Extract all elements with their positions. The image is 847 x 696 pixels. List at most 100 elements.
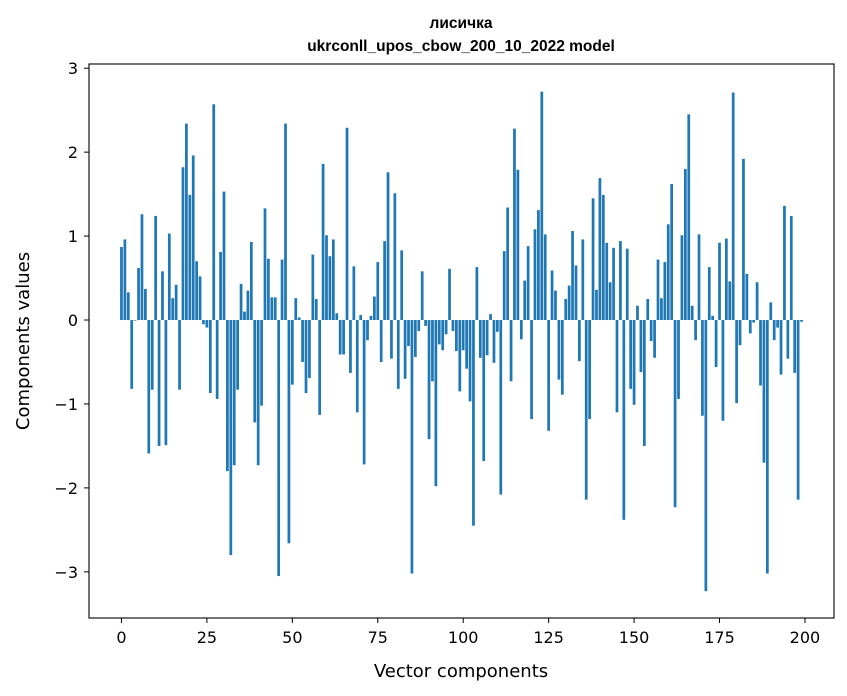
- bar: [369, 315, 373, 321]
- bar: [745, 273, 749, 321]
- bar: [506, 207, 509, 321]
- bar: [144, 288, 147, 321]
- bar: [126, 292, 130, 321]
- bar: [270, 297, 274, 321]
- bar: [342, 320, 345, 355]
- bar: [526, 246, 530, 321]
- bar: [390, 320, 393, 359]
- bar: [513, 128, 516, 321]
- bar: [530, 320, 533, 420]
- bar: [355, 320, 359, 413]
- y-tick-label: 1: [68, 227, 78, 246]
- bar: [796, 320, 800, 500]
- bar: [492, 320, 496, 363]
- bar: [120, 246, 123, 321]
- bar: [372, 296, 376, 321]
- bar: [133, 320, 137, 321]
- bar: [701, 320, 704, 416]
- bar: [653, 320, 656, 358]
- bar: [465, 320, 468, 369]
- bar: [297, 317, 301, 321]
- bar: [458, 320, 462, 392]
- bar: [615, 320, 619, 413]
- bar: [694, 320, 697, 341]
- bar: [519, 320, 523, 340]
- bar: [249, 241, 253, 321]
- bar: [267, 258, 270, 321]
- bar: [362, 320, 366, 465]
- bar: [728, 281, 732, 321]
- bar: [598, 178, 602, 321]
- bar: [311, 254, 315, 321]
- bar: [226, 320, 229, 472]
- bar: [328, 256, 332, 321]
- bar: [208, 320, 212, 394]
- bar: [588, 320, 592, 420]
- bar: [178, 320, 181, 390]
- x-tick-label: 200: [790, 628, 821, 647]
- bar: [400, 250, 404, 321]
- bar: [601, 194, 605, 321]
- bar: [222, 191, 226, 321]
- bar: [560, 320, 564, 395]
- y-tick-label: −1: [54, 395, 78, 414]
- bar: [202, 320, 205, 325]
- bar: [321, 163, 325, 321]
- bar: [578, 320, 581, 362]
- x-tick-label: 150: [619, 628, 650, 647]
- bar: [137, 267, 140, 321]
- bar: [468, 320, 472, 402]
- bar: [448, 268, 451, 321]
- bar: [543, 234, 547, 321]
- bar: [731, 92, 735, 321]
- bar: [636, 305, 639, 321]
- bar: [304, 320, 308, 394]
- bar: [564, 299, 568, 321]
- bar: [619, 241, 622, 321]
- bar: [485, 320, 489, 356]
- bar: [147, 320, 151, 454]
- bar: [461, 320, 465, 351]
- bar: [670, 184, 674, 321]
- bar: [742, 158, 745, 321]
- bar: [478, 320, 482, 358]
- bar: [451, 320, 455, 331]
- chart-subtitle: ukrconll_upos_cbow_200_10_2022 model: [307, 38, 615, 55]
- bar: [759, 320, 762, 386]
- y-tick-label: −3: [54, 563, 78, 582]
- x-tick-label: 50: [282, 628, 302, 647]
- bar: [229, 320, 233, 556]
- bar: [171, 298, 175, 321]
- bar: [677, 320, 680, 399]
- bar: [789, 215, 793, 321]
- bar: [232, 320, 236, 466]
- bar: [765, 320, 769, 574]
- bar: [431, 320, 434, 382]
- bar: [290, 320, 294, 385]
- bar: [335, 313, 339, 321]
- bar: [762, 320, 766, 463]
- bar: [205, 320, 209, 328]
- bar: [502, 251, 506, 321]
- bar: [738, 320, 742, 346]
- bar: [273, 297, 277, 321]
- bar: [516, 169, 520, 321]
- bar: [584, 320, 588, 500]
- bar: [591, 198, 595, 321]
- bar: [130, 320, 134, 389]
- bar: [721, 320, 725, 421]
- bar: [718, 242, 721, 321]
- bar: [748, 320, 752, 334]
- bar: [776, 320, 779, 328]
- bar: [779, 320, 783, 375]
- bar: [656, 259, 660, 321]
- bar: [574, 265, 578, 321]
- bar: [793, 320, 797, 373]
- bar: [660, 298, 663, 321]
- bar: [735, 320, 738, 404]
- bar: [608, 282, 612, 321]
- bar: [632, 320, 636, 405]
- x-tick-label: 175: [704, 628, 735, 647]
- bar: [212, 104, 216, 321]
- bar: [554, 290, 557, 321]
